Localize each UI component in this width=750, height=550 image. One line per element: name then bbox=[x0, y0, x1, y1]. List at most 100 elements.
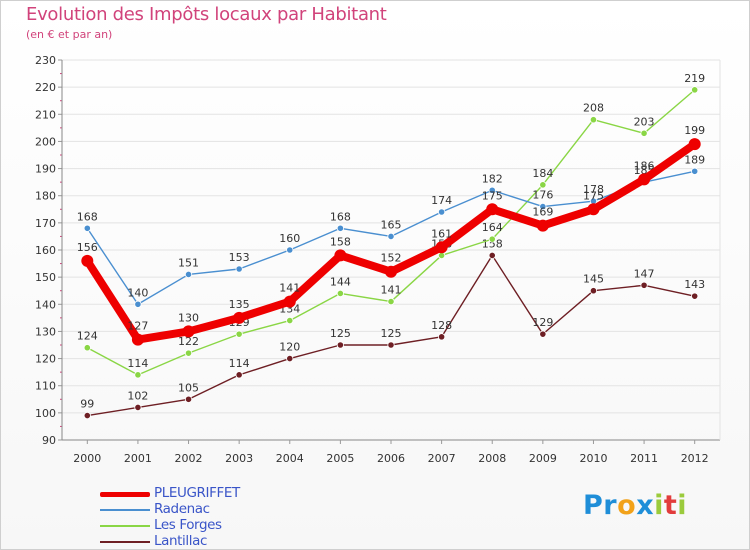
data-point bbox=[233, 311, 246, 324]
data-point bbox=[184, 349, 193, 357]
legend-label: PLEUGRIFFET bbox=[154, 485, 240, 501]
logo-letter: x bbox=[636, 490, 655, 521]
data-label: 120 bbox=[279, 341, 300, 354]
data-label: 125 bbox=[330, 327, 351, 340]
data-point bbox=[691, 292, 699, 300]
data-label: 176 bbox=[532, 189, 553, 202]
x-tick-label: 2011 bbox=[630, 452, 658, 465]
logo-letter: r bbox=[603, 490, 618, 521]
legend-swatch bbox=[100, 525, 150, 527]
data-point bbox=[691, 167, 699, 175]
data-label: 102 bbox=[127, 389, 148, 402]
data-point bbox=[134, 300, 142, 308]
data-label: 124 bbox=[77, 330, 98, 343]
legend-item-radenac: Radenac bbox=[100, 501, 300, 518]
data-label: 164 bbox=[482, 221, 503, 234]
data-label: 140 bbox=[127, 286, 148, 299]
data-point bbox=[438, 208, 446, 216]
y-tick-label: 110 bbox=[35, 380, 56, 393]
data-label: 151 bbox=[178, 256, 199, 269]
x-tick-label: 2005 bbox=[326, 452, 354, 465]
series-line-pleugriffet bbox=[83, 140, 699, 344]
data-label: 168 bbox=[77, 210, 98, 223]
data-label: 145 bbox=[583, 273, 604, 286]
data-point bbox=[283, 295, 296, 308]
data-point bbox=[385, 265, 397, 278]
data-point bbox=[334, 249, 347, 262]
data-point bbox=[438, 333, 446, 341]
y-tick-label: 120 bbox=[35, 353, 56, 366]
data-point bbox=[435, 241, 448, 254]
data-point bbox=[539, 330, 547, 338]
data-point bbox=[184, 270, 193, 279]
data-label: 130 bbox=[178, 311, 199, 324]
logo-letter: o bbox=[617, 490, 637, 521]
data-label: 105 bbox=[178, 381, 199, 394]
legend-swatch bbox=[100, 491, 150, 497]
data-point bbox=[336, 224, 344, 232]
data-point bbox=[83, 411, 91, 420]
data-point bbox=[488, 251, 496, 260]
x-tick-label: 2012 bbox=[681, 452, 709, 465]
x-tick-label: 2006 bbox=[377, 452, 405, 465]
y-tick-label: 210 bbox=[35, 108, 56, 121]
x-tick-label: 2007 bbox=[428, 452, 456, 465]
data-label: 153 bbox=[229, 251, 250, 264]
data-point bbox=[336, 341, 344, 349]
y-tick-label: 170 bbox=[35, 217, 56, 230]
data-label: 144 bbox=[330, 275, 351, 288]
data-point bbox=[539, 202, 547, 211]
data-point bbox=[387, 341, 395, 349]
data-point bbox=[387, 297, 395, 306]
data-point bbox=[336, 289, 344, 298]
data-label: 135 bbox=[229, 298, 250, 311]
data-label: 122 bbox=[178, 335, 199, 348]
data-label: 160 bbox=[279, 232, 300, 245]
data-label: 156 bbox=[77, 241, 98, 254]
data-label: 125 bbox=[381, 327, 402, 340]
data-label: 165 bbox=[381, 218, 402, 231]
data-label: 99 bbox=[80, 398, 94, 411]
y-tick-label: 180 bbox=[35, 190, 56, 203]
logo-letter: i bbox=[677, 490, 688, 521]
data-label: 186 bbox=[634, 159, 655, 172]
data-label: 158 bbox=[330, 235, 351, 248]
data-label: 219 bbox=[684, 72, 705, 85]
data-label: 175 bbox=[583, 189, 604, 202]
x-tick-label: 2009 bbox=[529, 452, 557, 465]
data-point bbox=[589, 287, 598, 295]
data-point bbox=[131, 333, 144, 346]
data-label: 152 bbox=[381, 252, 402, 265]
data-label: 143 bbox=[684, 278, 705, 291]
data-point bbox=[638, 173, 651, 186]
y-tick-label: 160 bbox=[35, 244, 56, 257]
logo-letter: t bbox=[663, 490, 678, 521]
data-point bbox=[235, 265, 243, 273]
data-point bbox=[691, 86, 699, 94]
data-label: 189 bbox=[684, 153, 705, 166]
data-point bbox=[589, 116, 598, 124]
data-point bbox=[134, 403, 142, 412]
data-point bbox=[182, 325, 195, 338]
data-point bbox=[235, 371, 243, 379]
data-label: 141 bbox=[381, 284, 402, 297]
data-label: 208 bbox=[583, 102, 604, 115]
x-tick-label: 2004 bbox=[276, 452, 304, 465]
data-point bbox=[83, 224, 91, 232]
data-point bbox=[486, 203, 499, 216]
legend-label: Lantillac bbox=[154, 533, 207, 549]
chart-legend: PLEUGRIFFET Radenac Les Forges Lantillac bbox=[100, 485, 300, 550]
data-point bbox=[640, 129, 648, 137]
data-label: 184 bbox=[532, 167, 553, 180]
data-label: 161 bbox=[431, 227, 452, 240]
data-label: 141 bbox=[279, 282, 300, 295]
data-point bbox=[286, 246, 294, 254]
data-point bbox=[387, 232, 395, 241]
y-tick-label: 90 bbox=[42, 434, 56, 447]
data-label: 203 bbox=[634, 115, 655, 128]
data-label: 168 bbox=[330, 210, 351, 223]
data-label: 114 bbox=[229, 357, 250, 370]
data-point bbox=[587, 203, 600, 216]
